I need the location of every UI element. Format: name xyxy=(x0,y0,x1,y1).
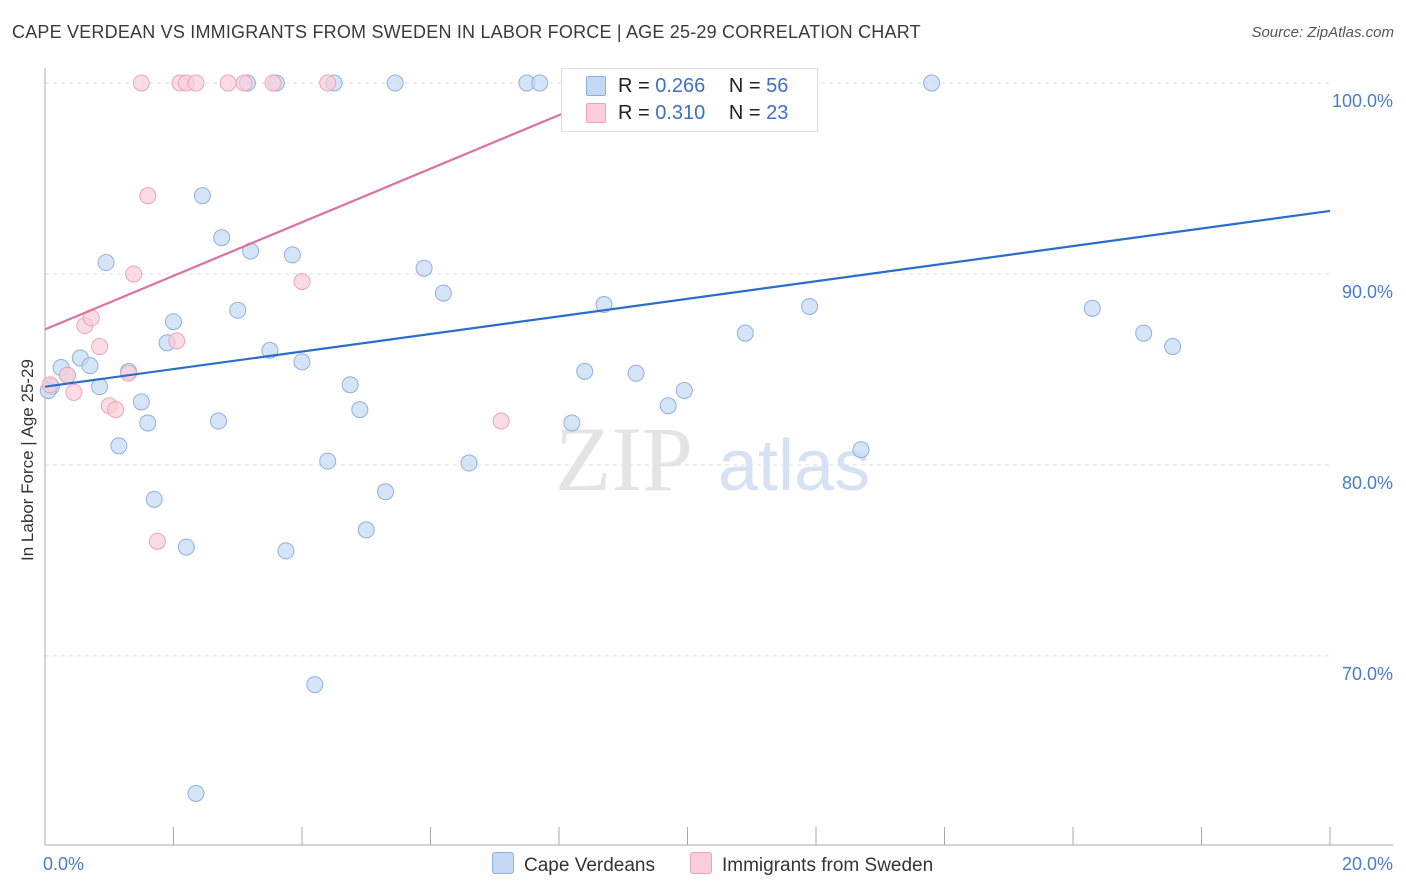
bottom-legend-sweden: Immigrants from Sweden xyxy=(690,852,933,877)
cape-verdean-point xyxy=(595,296,613,314)
cape-verdean-point xyxy=(81,357,99,375)
data-points xyxy=(39,74,1182,802)
y-tick-label: 90.0% xyxy=(1342,282,1393,302)
cape-verdean-point xyxy=(319,452,337,470)
gridlines xyxy=(45,82,1330,657)
sweden-point xyxy=(120,364,138,382)
legend-row-sweden: R = 0.310 N = 23 xyxy=(586,102,789,126)
bottom-legend-swatch-blue xyxy=(492,852,514,874)
cape-verdean-point xyxy=(415,259,433,277)
cape-verdean-point xyxy=(193,187,211,205)
legend-r-value: 0.266 xyxy=(655,75,706,97)
cape-verdean-point xyxy=(801,297,819,315)
legend-n-prefix: N = xyxy=(728,75,767,97)
cape-verdean-point xyxy=(563,414,581,432)
sweden-point xyxy=(132,74,150,92)
cape-verdean-point xyxy=(293,353,311,371)
legend-r-value: 0.310 xyxy=(655,102,706,124)
bottom-legend-label: Cape Verdeans xyxy=(524,855,655,876)
cape-verdean-point xyxy=(351,401,369,419)
cape-verdean-point xyxy=(306,676,324,694)
legend-n-value: 23 xyxy=(766,102,789,124)
sweden-point xyxy=(219,74,237,92)
sweden-point xyxy=(319,74,337,92)
cape-verdean-point xyxy=(97,254,115,272)
bottom-legend-cape-verdeans: Cape Verdeans xyxy=(492,852,655,877)
watermark: ZIP atlas xyxy=(555,408,870,510)
cape-verdean-point xyxy=(460,454,478,472)
sweden-point xyxy=(168,332,186,350)
cape-verdean-point xyxy=(923,74,941,92)
sweden-point xyxy=(148,532,166,550)
cape-verdean-point xyxy=(659,397,677,415)
cape-verdean-point xyxy=(386,74,404,92)
chart-title: CAPE VERDEAN VS IMMIGRANTS FROM SWEDEN I… xyxy=(12,22,921,42)
cape-verdean-point xyxy=(229,301,247,319)
cape-verdean-point xyxy=(277,542,295,560)
legend-swatch-blue xyxy=(586,76,606,96)
cape-verdean-point xyxy=(209,412,227,430)
trend-lines xyxy=(44,108,1331,388)
sweden-point xyxy=(58,366,76,384)
sweden-point xyxy=(187,74,205,92)
cape-verdean-point xyxy=(177,538,195,556)
cape-verdean-point xyxy=(736,324,754,342)
cape-verdean-point xyxy=(377,483,395,501)
bottom-legend-swatch-pink xyxy=(690,852,712,874)
cape-verdean-point xyxy=(145,490,163,508)
cape-verdean-point xyxy=(434,284,452,302)
sweden-point xyxy=(492,412,510,430)
sweden-point xyxy=(125,265,143,283)
sweden-point xyxy=(293,273,311,291)
sweden-point xyxy=(139,187,157,205)
cape-verdean-point xyxy=(165,313,182,331)
sweden-point xyxy=(107,401,125,419)
x-tick-label: 0.0% xyxy=(43,854,84,874)
stats-legend: R = 0.266 N = 56 R = 0.310 N = 23 xyxy=(561,68,818,132)
cape-verdean-point xyxy=(341,376,359,394)
tick-labels: 100.0% 90.0% 80.0% 70.0% 0.0% 20.0% xyxy=(43,91,1393,874)
cape-verdean-point xyxy=(1164,338,1182,356)
cape-verdean-point xyxy=(1083,299,1101,317)
legend-n-value: 56 xyxy=(766,75,789,97)
y-tick-label: 70.0% xyxy=(1342,664,1393,684)
cape-verdean-point xyxy=(531,74,549,92)
legend-r-prefix: R = xyxy=(618,75,656,97)
axes xyxy=(44,68,1393,846)
legend-r-prefix: R = xyxy=(618,102,656,124)
cape-verdean-point xyxy=(627,364,645,382)
legend-swatch-pink xyxy=(586,103,606,123)
y-tick-label: 80.0% xyxy=(1342,473,1393,493)
sweden-trend-line xyxy=(44,108,573,331)
cape-verdean-point xyxy=(576,362,594,380)
cape-verdean-point xyxy=(675,381,693,399)
legend-n-prefix: N = xyxy=(728,102,767,124)
legend-row-cape-verdeans: R = 0.266 N = 56 xyxy=(586,75,789,99)
cape-verdean-point xyxy=(213,229,231,247)
cape-verdean-point xyxy=(139,414,157,432)
cape-verdean-point xyxy=(852,441,870,459)
watermark-atlas: atlas xyxy=(718,426,870,506)
cape-verdean-point xyxy=(132,393,150,411)
sweden-point xyxy=(91,338,109,356)
chart-source: Source: ZipAtlas.com xyxy=(1251,24,1394,41)
bottom-legend-label: Immigrants from Sweden xyxy=(722,855,934,876)
cape-verdean-point xyxy=(357,521,375,539)
cape-verdean-point xyxy=(187,784,205,802)
cape-verdean-point xyxy=(283,246,301,264)
x-tick-label: 20.0% xyxy=(1342,854,1393,874)
sweden-point xyxy=(235,74,253,92)
sweden-point xyxy=(264,74,282,92)
cape-verdean-trend-line xyxy=(44,209,1331,388)
cape-verdean-point xyxy=(110,437,128,455)
cape-verdean-point xyxy=(1135,324,1153,342)
y-tick-label: 100.0% xyxy=(1332,91,1393,111)
sweden-point xyxy=(65,383,83,401)
